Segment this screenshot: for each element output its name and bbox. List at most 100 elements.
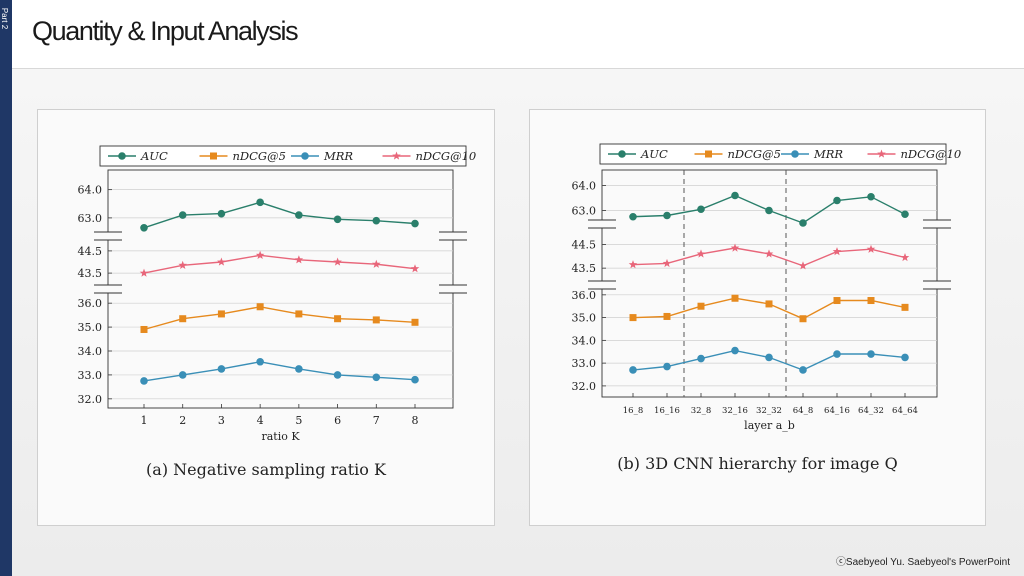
data-point xyxy=(730,243,740,252)
x-axis-label: layer a_b xyxy=(744,419,795,432)
x-tick-label: 6 xyxy=(334,414,341,427)
x-tick-label: 3 xyxy=(218,414,225,427)
axis-break-gap xyxy=(94,285,122,293)
data-point xyxy=(256,198,264,207)
data-point xyxy=(372,259,381,268)
data-point xyxy=(765,300,773,308)
data-point xyxy=(333,371,342,379)
x-tick-label: 5 xyxy=(295,414,302,427)
legend-box xyxy=(99,145,467,167)
data-point xyxy=(663,211,671,220)
series-ndcg-5 xyxy=(140,303,419,333)
data-point xyxy=(900,253,910,262)
x-tick-label: 16_8 xyxy=(623,406,643,416)
x-tick-label: 64_64 xyxy=(892,406,918,416)
data-point xyxy=(799,219,807,227)
y-tick-label: 64.0 xyxy=(78,184,103,197)
axis-break-mark xyxy=(588,280,616,290)
axis-break-mark xyxy=(439,231,467,241)
data-point xyxy=(178,260,187,269)
x-axis-label: ratio K xyxy=(261,430,300,443)
y-tick-label: 36.0 xyxy=(572,289,597,302)
y-tick-label: 63.0 xyxy=(78,212,103,225)
chart-ratio-k: 64.0 63.0 44.5 43.5 36.0 35.0 34.0 33.0 32.0 1 2 3 4… xyxy=(78,145,477,443)
data-point xyxy=(372,316,380,324)
chart-cnn-hierarchy: 64.0 63.0 44.5 43.5 36.0 35.0 34.0 33.0 32.0 16_8… xyxy=(572,143,962,432)
plot-border xyxy=(107,169,454,409)
legend-label: AUC xyxy=(640,147,668,161)
data-point xyxy=(372,216,381,225)
data-point xyxy=(799,315,807,323)
y-tick-label: 34.0 xyxy=(78,345,103,358)
y-tick-label: 35.0 xyxy=(572,312,597,325)
axis-break-gap xyxy=(439,232,467,240)
data-point xyxy=(867,350,875,358)
legend-label: nDCG@10 xyxy=(901,147,962,161)
chart-panel-ratio-k: 64.0 63.0 44.5 43.5 36.0 35.0 34.0 33.0 32.0 1 2 3 4… xyxy=(37,109,495,526)
data-point xyxy=(410,264,420,273)
data-point xyxy=(256,303,264,311)
axis-break-mark xyxy=(94,231,122,241)
data-point xyxy=(696,249,706,258)
y-tick-label: 32.0 xyxy=(78,393,103,406)
series-line xyxy=(143,361,416,382)
data-point xyxy=(833,196,841,205)
data-point xyxy=(901,353,909,362)
data-point xyxy=(178,371,187,379)
data-point xyxy=(867,192,875,201)
data-point xyxy=(833,297,841,305)
legend-marker xyxy=(618,150,626,158)
data-point xyxy=(333,257,342,266)
axis-break-mark xyxy=(923,280,951,290)
y-axis-segment: 36.0 35.0 34.0 33.0 32.0 xyxy=(78,297,453,406)
data-point xyxy=(411,375,419,384)
legend-label: nDCG@5 xyxy=(233,149,286,163)
data-point xyxy=(140,377,148,385)
y-axis-segment: 44.5 43.5 xyxy=(572,238,937,275)
data-point xyxy=(765,353,773,362)
legend-label: nDCG@10 xyxy=(416,149,477,163)
data-point xyxy=(731,191,739,200)
data-point xyxy=(798,261,808,270)
data-point xyxy=(663,312,671,320)
section-label: Part 2 xyxy=(0,7,10,30)
x-tick-label: 64_16 xyxy=(824,406,850,416)
data-point xyxy=(867,297,875,305)
data-point xyxy=(697,354,705,363)
legend-item-ndcg-5: nDCG@5 xyxy=(199,149,286,163)
legend-item-mrr: MRR xyxy=(781,147,843,161)
series-auc xyxy=(629,191,909,227)
data-point xyxy=(697,302,705,310)
x-tick-label: 4 xyxy=(257,414,264,427)
legend-label: AUC xyxy=(140,149,168,163)
x-tick-label: 1 xyxy=(141,414,148,427)
y-tick-label: 43.5 xyxy=(78,267,103,280)
y-axis-segment: 64.0 63.0 xyxy=(78,184,453,225)
data-point xyxy=(217,257,226,266)
section-sidebar: Part 2 xyxy=(0,0,12,576)
axis-break-mark xyxy=(94,284,122,294)
axis-break-gap xyxy=(588,281,616,289)
axis-break-mark xyxy=(923,219,951,229)
legend-label: MRR xyxy=(323,149,353,163)
data-point xyxy=(295,365,303,373)
data-point xyxy=(333,215,342,224)
x-tick-label: 16_16 xyxy=(654,406,680,416)
legend-marker xyxy=(392,151,401,160)
x-tick-label: 32_16 xyxy=(722,406,748,416)
chart-panel-cnn-hierarchy: 64.0 63.0 44.5 43.5 36.0 35.0 34.0 33.0 32.0 16_8… xyxy=(529,109,986,526)
series-line xyxy=(143,201,416,229)
slide-header: Quantity & Input Analysis xyxy=(12,0,1024,69)
plot-frame xyxy=(107,169,454,409)
data-point xyxy=(832,247,842,256)
y-tick-label: 64.0 xyxy=(572,180,597,193)
data-point xyxy=(697,205,705,214)
y-tick-label: 63.0 xyxy=(572,205,597,218)
x-tick-label: 64_32 xyxy=(858,406,884,416)
legend-marker xyxy=(301,152,309,160)
data-point xyxy=(731,346,739,355)
data-point xyxy=(334,315,342,323)
slide-title: Quantity & Input Analysis xyxy=(32,16,299,46)
x-axis: 1 2 3 4 5 6 7 8 xyxy=(141,404,419,427)
x-tick-label: 7 xyxy=(373,414,380,427)
